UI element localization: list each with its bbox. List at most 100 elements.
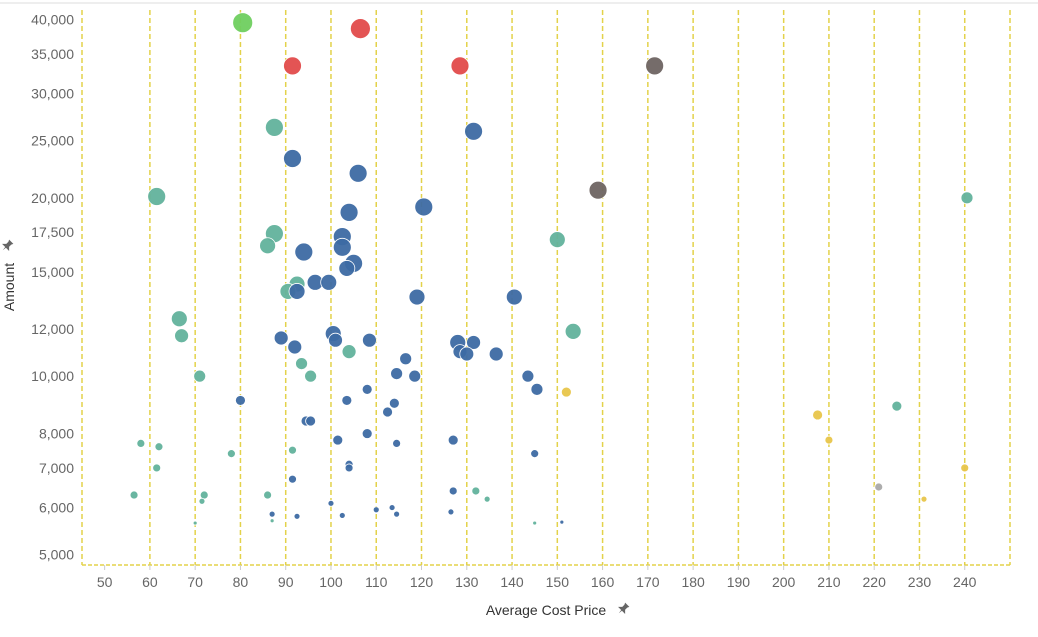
data-point-4[interactable] (645, 56, 665, 76)
x-tick-label-90: 90 (278, 574, 294, 590)
data-point-76[interactable] (874, 482, 884, 492)
data-point-60[interactable] (305, 415, 317, 427)
data-point-64[interactable] (824, 435, 834, 445)
data-point-7[interactable] (283, 149, 302, 168)
data-point-19[interactable] (294, 242, 314, 262)
data-point-39[interactable] (341, 344, 357, 360)
data-point-24[interactable] (320, 273, 338, 291)
data-point-1[interactable] (349, 18, 371, 40)
data-point-5[interactable] (264, 117, 284, 137)
data-point-26[interactable] (288, 283, 306, 300)
data-point-8[interactable] (348, 163, 368, 183)
data-point-94[interactable] (192, 520, 198, 526)
y-tick-label-35000: 35,000 (31, 46, 74, 62)
data-point-42[interactable] (488, 346, 504, 362)
data-point-11[interactable] (960, 191, 974, 205)
data-point-62[interactable] (332, 434, 344, 446)
y-tick-label-30000: 30,000 (31, 85, 74, 101)
data-point-61[interactable] (361, 428, 373, 439)
data-point-35[interactable] (362, 332, 377, 348)
data-point-91[interactable] (338, 512, 346, 519)
data-point-2[interactable] (283, 56, 302, 76)
x-tick-label-50: 50 (97, 574, 113, 590)
data-point-37[interactable] (466, 335, 481, 350)
data-point-84[interactable] (920, 495, 928, 503)
data-point-86[interactable] (388, 504, 396, 511)
data-point-9[interactable] (588, 180, 608, 200)
data-point-27[interactable] (408, 288, 426, 306)
data-point-68[interactable] (288, 445, 297, 455)
data-point-12[interactable] (414, 197, 434, 217)
data-point-17[interactable] (259, 237, 277, 255)
data-point-88[interactable] (447, 508, 455, 516)
data-point-43[interactable] (399, 352, 413, 366)
x-tick-label-110: 110 (365, 574, 388, 590)
data-point-78[interactable] (471, 486, 481, 496)
data-point-85[interactable] (327, 499, 335, 507)
data-point-80[interactable] (199, 490, 209, 500)
data-point-49[interactable] (521, 369, 535, 383)
data-point-95[interactable] (532, 520, 538, 526)
y-tick-label-15000: 15,000 (31, 264, 74, 280)
data-point-81[interactable] (263, 490, 273, 500)
data-point-89[interactable] (268, 510, 276, 518)
data-point-31[interactable] (174, 328, 189, 344)
data-point-58[interactable] (812, 409, 824, 421)
data-point-70[interactable] (530, 449, 540, 459)
data-point-38[interactable] (287, 339, 303, 355)
data-point-51[interactable] (530, 382, 544, 396)
data-point-55[interactable] (388, 397, 400, 409)
data-point-54[interactable] (341, 395, 353, 406)
data-point-46[interactable] (304, 369, 318, 383)
data-point-52[interactable] (560, 386, 572, 398)
data-point-75[interactable] (288, 474, 297, 484)
data-point-34[interactable] (328, 332, 343, 348)
data-point-74[interactable] (960, 463, 970, 473)
data-point-87[interactable] (372, 506, 380, 514)
data-point-90[interactable] (393, 510, 401, 518)
data-point-56[interactable] (891, 400, 903, 412)
data-point-67[interactable] (392, 439, 402, 448)
data-point-77[interactable] (448, 486, 458, 496)
data-points (129, 12, 974, 526)
x-axis-pin-icon[interactable] (615, 601, 631, 617)
y-tick-label-40000: 40,000 (31, 11, 74, 27)
data-point-45[interactable] (193, 369, 207, 383)
data-point-48[interactable] (408, 369, 422, 383)
data-point-72[interactable] (344, 463, 354, 473)
data-point-44[interactable] (295, 357, 308, 371)
data-point-13[interactable] (339, 202, 359, 222)
data-point-32[interactable] (273, 330, 289, 346)
data-point-10[interactable] (147, 187, 167, 206)
data-point-57[interactable] (382, 406, 393, 418)
data-point-6[interactable] (464, 121, 483, 141)
data-point-79[interactable] (129, 490, 139, 500)
data-point-21[interactable] (338, 260, 356, 277)
data-point-16[interactable] (548, 231, 566, 249)
data-point-30[interactable] (564, 322, 582, 340)
data-point-47[interactable] (390, 367, 404, 380)
data-point-41[interactable] (459, 346, 475, 362)
data-point-83[interactable] (483, 495, 491, 503)
data-point-93[interactable] (269, 518, 275, 524)
x-tick-label-160: 160 (591, 574, 615, 590)
data-point-65[interactable] (136, 439, 146, 448)
x-tick-label-200: 200 (772, 574, 796, 590)
data-point-63[interactable] (447, 434, 459, 446)
y-tick-label-6000: 6,000 (39, 500, 74, 516)
data-point-53[interactable] (235, 395, 246, 406)
data-point-50[interactable] (361, 383, 373, 395)
data-point-28[interactable] (505, 288, 523, 306)
data-point-0[interactable] (232, 12, 254, 34)
data-point-18[interactable] (332, 237, 352, 257)
data-point-73[interactable] (152, 463, 162, 473)
data-point-66[interactable] (154, 442, 164, 452)
y-axis-pin-icon[interactable] (0, 238, 15, 254)
data-point-69[interactable] (226, 449, 236, 459)
data-point-96[interactable] (559, 519, 565, 525)
data-point-3[interactable] (450, 56, 470, 76)
data-point-82[interactable] (198, 497, 206, 505)
data-point-92[interactable] (293, 512, 301, 520)
data-point-29[interactable] (170, 310, 188, 328)
gridlines (81, 10, 1011, 565)
